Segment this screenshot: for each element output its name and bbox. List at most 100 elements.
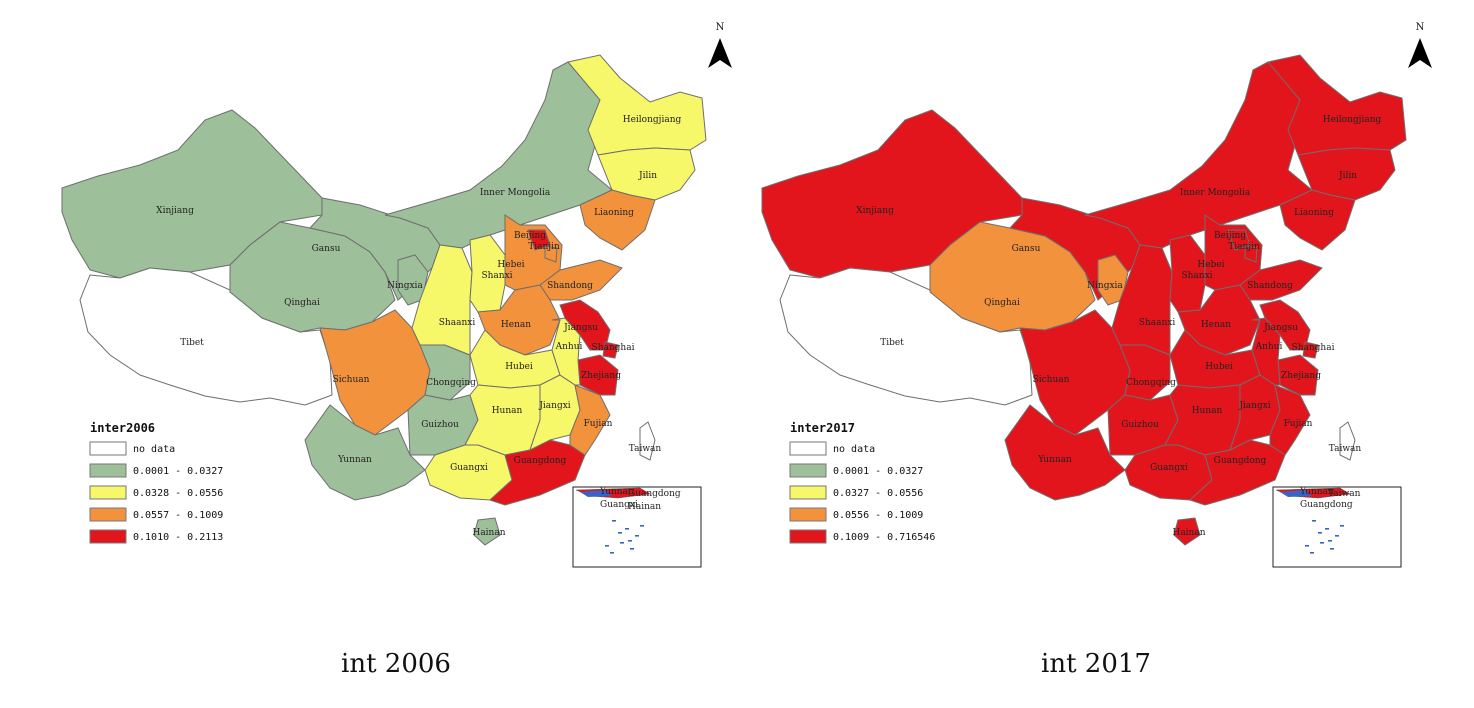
region-qinghai xyxy=(929,221,1096,333)
label-shanxi: Shanxi xyxy=(481,271,512,281)
label-guizhou: Guizhou xyxy=(1121,420,1159,430)
legend-title: inter2017 xyxy=(790,421,855,435)
label-gansu: Gansu xyxy=(312,244,341,254)
label-henan: Henan xyxy=(501,320,531,330)
inset-label: Guangxi xyxy=(600,500,638,510)
legend-swatch xyxy=(89,441,127,456)
region-shaanxi xyxy=(1111,244,1173,356)
legend-item-label: 0.1010 - 0.2113 xyxy=(133,532,223,543)
map-panel-2006: Xinjiang Tibet Qinghai Gansu Inner Mongolia H… xyxy=(61,22,732,679)
region-taiwan xyxy=(1339,421,1356,461)
region-fujian xyxy=(569,384,611,456)
label-inner-mongolia: Inner Mongolia xyxy=(480,188,551,198)
legend-swatch xyxy=(789,507,827,522)
label-guangdong: Guangdong xyxy=(514,456,567,466)
region-shanghai xyxy=(602,341,619,359)
label-guangxi: Guangxi xyxy=(1150,463,1188,473)
label-hebei: Hebei xyxy=(1197,260,1224,270)
legend: inter2017 no data 0.0001 - 0.0327 0.0327 - … xyxy=(789,421,935,544)
label-chongqing: Chongqing xyxy=(426,378,476,388)
label-xinjiang: Xinjiang xyxy=(856,206,894,216)
label-jiangxi: Jiangxi xyxy=(538,401,570,411)
label-fujian: Fujian xyxy=(584,419,613,429)
legend-title: inter2006 xyxy=(90,421,155,435)
inset-label: Guangdong xyxy=(628,489,681,499)
region-yunnan xyxy=(304,404,426,501)
region-beijing xyxy=(527,229,551,251)
label-jilin: Jilin xyxy=(638,171,657,181)
label-tibet: Tibet xyxy=(180,338,204,348)
label-shaanxi: Shaanxi xyxy=(1139,318,1176,328)
legend-item-label: 0.1009 - 0.716546 xyxy=(833,532,935,543)
label-tianjin: Tianjin xyxy=(1228,242,1260,252)
label-zhejiang: Zhejiang xyxy=(581,371,621,381)
legend-item-label: 0.0001 - 0.0327 xyxy=(133,466,223,477)
label-shanghai: Shanghai xyxy=(1292,343,1335,353)
region-inner-mongolia xyxy=(1084,61,1313,249)
map-caption: int 2006 xyxy=(341,649,451,679)
label-sichuan: Sichuan xyxy=(333,375,370,385)
label-shandong: Shandong xyxy=(547,281,593,291)
label-hunan: Hunan xyxy=(1192,406,1223,416)
label-hainan: Hainan xyxy=(472,528,505,538)
legend-swatch xyxy=(89,463,127,478)
label-hubei: Hubei xyxy=(505,362,533,372)
region-shanghai xyxy=(1302,341,1319,359)
label-jiangxi: Jiangxi xyxy=(1238,401,1270,411)
north-arrow-icon: N xyxy=(708,22,732,68)
label-henan: Henan xyxy=(1201,320,1231,330)
label-shanxi: Shanxi xyxy=(1181,271,1212,281)
label-heilongjiang: Heilongjiang xyxy=(623,115,682,125)
label-jilin: Jilin xyxy=(1338,171,1357,181)
legend-item-label: 0.0557 - 0.1009 xyxy=(133,510,223,521)
label-guangxi: Guangxi xyxy=(450,463,488,473)
label-fujian: Fujian xyxy=(1284,419,1313,429)
region-taiwan xyxy=(639,421,656,461)
label-xinjiang: Xinjiang xyxy=(156,206,194,216)
label-inner-mongolia: Inner Mongolia xyxy=(1180,188,1251,198)
label-zhejiang: Zhejiang xyxy=(1281,371,1321,381)
region-liaoning xyxy=(579,189,656,251)
legend-item-label: 0.0556 - 0.1009 xyxy=(833,510,923,521)
legend: inter2006 no data 0.0001 - 0.0327 0.0328 - … xyxy=(89,421,223,544)
label-anhui: Anhui xyxy=(1255,342,1283,352)
legend-swatch xyxy=(789,441,827,456)
region-beijing xyxy=(1227,229,1251,251)
map-panel-2017: Xinjiang Tibet Qinghai Gansu Inner Mongolia H… xyxy=(761,22,1432,679)
legend-item-label: 0.0328 - 0.0556 xyxy=(133,488,223,499)
legend-swatch xyxy=(789,485,827,500)
label-guizhou: Guizhou xyxy=(421,420,459,430)
label-sichuan: Sichuan xyxy=(1033,375,1070,385)
label-hainan: Hainan xyxy=(1172,528,1205,538)
label-shanghai: Shanghai xyxy=(592,343,635,353)
legend-item-label: no data xyxy=(133,444,175,455)
region-shandong xyxy=(539,259,623,301)
label-guangdong: Guangdong xyxy=(1214,456,1267,466)
label-tibet: Tibet xyxy=(880,338,904,348)
label-anhui: Anhui xyxy=(555,342,583,352)
region-inner-mongolia xyxy=(384,61,613,249)
legend-swatch xyxy=(89,529,127,544)
label-qinghai: Qinghai xyxy=(984,298,1020,308)
region-tibet xyxy=(79,267,333,406)
region-fujian xyxy=(1269,384,1311,456)
label-heilongjiang: Heilongjiang xyxy=(1323,115,1382,125)
region-heilongjiang xyxy=(567,54,707,156)
label-yunnan: Yunnan xyxy=(1037,455,1072,465)
region-shandong xyxy=(1239,259,1323,301)
label-liaoning: Liaoning xyxy=(1294,208,1334,218)
label-jiangsu: Jiangsu xyxy=(1263,323,1298,333)
label-ningxia: Ningxia xyxy=(1087,281,1123,291)
region-tibet xyxy=(779,267,1033,406)
north-label: N xyxy=(716,22,725,33)
inset-label: Taiwan xyxy=(1328,489,1361,499)
legend-swatch xyxy=(89,485,127,500)
label-liaoning: Liaoning xyxy=(594,208,634,218)
map-caption: int 2017 xyxy=(1041,649,1151,679)
label-hunan: Hunan xyxy=(492,406,523,416)
legend-swatch xyxy=(89,507,127,522)
label-shandong: Shandong xyxy=(1247,281,1293,291)
